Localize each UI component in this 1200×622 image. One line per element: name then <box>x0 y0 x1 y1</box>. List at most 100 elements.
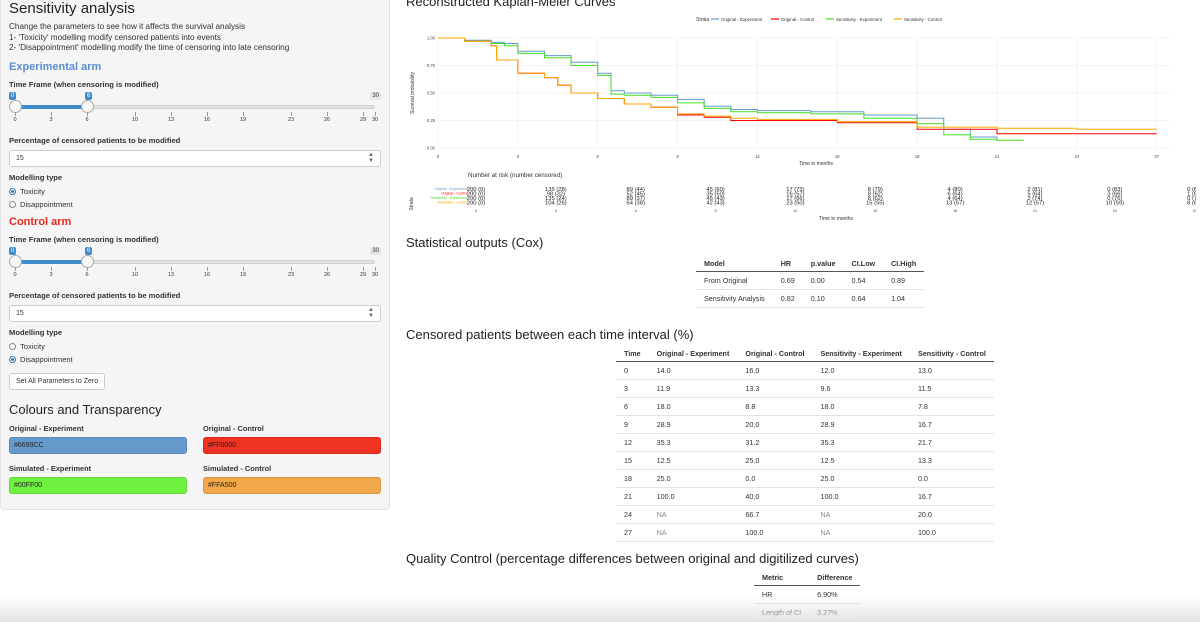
table-cell: 16.7 <box>909 415 994 434</box>
colour-label: Simulated - Control <box>203 463 272 473</box>
radio-selected-icon[interactable] <box>9 355 16 363</box>
ctl-radio-disappointment[interactable]: Disappointment <box>9 355 381 364</box>
exp-radio-disappointment[interactable]: Disappointment <box>9 200 381 209</box>
table-cell: 13.0 <box>909 361 994 380</box>
slider-tick <box>51 266 52 271</box>
column-header: Sensitivity - Experiment <box>812 346 910 362</box>
x-tick-label: 15 <box>835 154 840 159</box>
slider-tick <box>375 111 376 116</box>
ctl-radio-toxicity[interactable]: Toxicity <box>9 342 381 351</box>
km-title: Reconstructed Kaplan-Meier Curves <box>406 0 616 9</box>
risk-cell: 45 (43) <box>706 196 724 202</box>
spinner-arrows-icon[interactable]: ▲ ▼ <box>368 152 374 165</box>
column-header: HR <box>772 256 803 272</box>
risk-row-name: Original - Experiment <box>434 187 468 191</box>
cox-title: Statistical outputs (Cox) <box>406 235 544 250</box>
column-header: Model <box>696 256 773 272</box>
censored-table: Time Original - Experiment Original - Cont… <box>616 346 994 542</box>
slider-range-fill <box>15 104 87 109</box>
risk-cell: 17 (66) <box>786 196 804 202</box>
control-arm-title: Control arm <box>9 215 72 228</box>
risk-cell: 89 (44) <box>627 187 645 193</box>
x-tick-label: 27 <box>1154 154 1159 159</box>
slider-tick-label: 10 <box>131 271 139 278</box>
ctl-percentage-label: Percentage of censored patients to be mo… <box>9 290 181 300</box>
risk-cell: 200 (0) <box>467 192 485 198</box>
slider-tick <box>171 111 172 116</box>
radio-unselected-icon[interactable] <box>9 342 16 350</box>
slider-to-value: 6 <box>85 91 93 100</box>
colour-input[interactable]: #00FF00 <box>9 476 187 494</box>
table-cell: 40.0 <box>737 487 813 506</box>
risk-cell: 135 (28) <box>545 187 567 193</box>
table-cell: 16.0 <box>737 361 813 380</box>
experimental-arm-title: Experimental arm <box>9 60 102 73</box>
table-row: From Original 0.69 0.00 0.54 0.89 <box>696 271 925 290</box>
column-header: Original - Experiment <box>648 346 738 362</box>
cox-table: Model HR p.value CI.Low CI.High From Origina… <box>696 256 925 308</box>
y-tick-label: 0.25 <box>427 118 436 123</box>
exp-modelling-label: Modelling type <box>9 172 63 182</box>
sidebar-panel: Sensitivity analysis Change the paramete… <box>0 0 390 510</box>
slider-tick <box>87 111 88 116</box>
colour-input[interactable]: #FFA500 <box>203 476 381 494</box>
ctl-percentage-input[interactable]: 15 ▲ ▼ <box>9 304 381 322</box>
x-tick-label: 24 <box>1075 154 1080 159</box>
table-body: 0 14.0 16.0 12.0 13.0 3 11.9 13.3 9.6 11.5 6 18.0 8.… <box>616 361 994 542</box>
table-cell: 0.00 <box>802 271 844 290</box>
table-cell: From Original <box>696 271 773 290</box>
table-cell: 31.2 <box>737 433 813 452</box>
spinner-arrows-icon[interactable]: ▲ ▼ <box>368 307 374 320</box>
slider-tick-label: 26 <box>323 271 331 278</box>
description-line: 1- 'Toxicity' modelling modify censored … <box>9 32 222 42</box>
colour-picker-original-experiment: Original - Experiment #6699CC <box>9 422 187 462</box>
slider-max-value: 30 <box>370 246 381 255</box>
table-row: 24 NA 66.7 NA 20.0 <box>616 505 994 524</box>
table-cell: 11.5 <box>909 379 994 398</box>
slider-from-value: 0 <box>9 246 17 255</box>
risk-cell: 0 (83) <box>1187 187 1196 193</box>
legend-entry: Sensitivity - Control <box>904 17 942 22</box>
slider-tick <box>171 266 172 271</box>
radio-label: Disappointment <box>20 354 73 364</box>
colour-input[interactable]: #FF0000 <box>203 436 381 454</box>
ctl-timeframe-label: Time Frame (when censoring is modified) <box>9 234 159 244</box>
reset-parameters-button[interactable]: Set All Parameters to Zero <box>9 372 106 390</box>
risk-cell: 12 (57) <box>1026 201 1044 207</box>
slider-ticks: 0 3 6 10 13 16 19 23 26 29 30 <box>13 111 378 126</box>
table-cell: 35.3 <box>648 433 738 452</box>
ctl-modelling-label: Modelling type <box>9 327 63 337</box>
colour-input[interactable]: #6699CC <box>9 436 187 454</box>
exp-percentage-input[interactable]: 15 ▲ ▼ <box>9 149 381 167</box>
exp-radio-toxicity[interactable]: Toxicity <box>9 187 381 196</box>
censored-title: Censored patients between each time inte… <box>406 327 694 342</box>
table-cell: 25.0 <box>648 469 738 488</box>
slider-tick <box>207 111 208 116</box>
radio-unselected-icon[interactable] <box>9 200 16 208</box>
colour-picker-original-control: Original - Control #FF0000 <box>203 422 381 462</box>
table-cell: 6 <box>616 397 649 416</box>
table-cell: 12 <box>616 433 649 452</box>
exp-timeframe-slider[interactable]: 0 6 30 0 3 6 10 13 16 19 23 26 29 30 <box>9 91 381 130</box>
ctl-timeframe-slider[interactable]: 0 6 30 0 3 6 10 13 16 19 23 26 29 30 <box>9 246 381 285</box>
slider-tick-label: 30 <box>371 271 379 278</box>
slider-tick <box>51 111 52 116</box>
risk-cell: 5 (64) <box>1027 192 1042 198</box>
table-cell: 25.0 <box>812 469 910 488</box>
table-cell: NA <box>812 505 910 524</box>
radio-selected-icon[interactable] <box>9 187 16 195</box>
x-tick-label: 21 <box>995 154 1000 159</box>
x-tick-label: 18 <box>915 154 920 159</box>
slider-tick-label: 16 <box>203 271 211 278</box>
table-cell: 0 <box>616 361 649 380</box>
x-tick-label: 6 <box>597 154 600 159</box>
table-cell: 1.04 <box>883 289 925 308</box>
colour-label: Simulated - Experiment <box>9 463 92 473</box>
risk-cell: 4 (80) <box>948 187 963 193</box>
table-cell: 16.7 <box>909 487 994 506</box>
slider-tick <box>291 111 292 116</box>
colour-label: Original - Experiment <box>9 423 84 433</box>
risk-cell: 0 (83) <box>1107 187 1122 193</box>
table-cell: 24 <box>616 505 649 524</box>
table-row: 6 18.0 8.8 18.0 7.8 <box>616 397 994 416</box>
